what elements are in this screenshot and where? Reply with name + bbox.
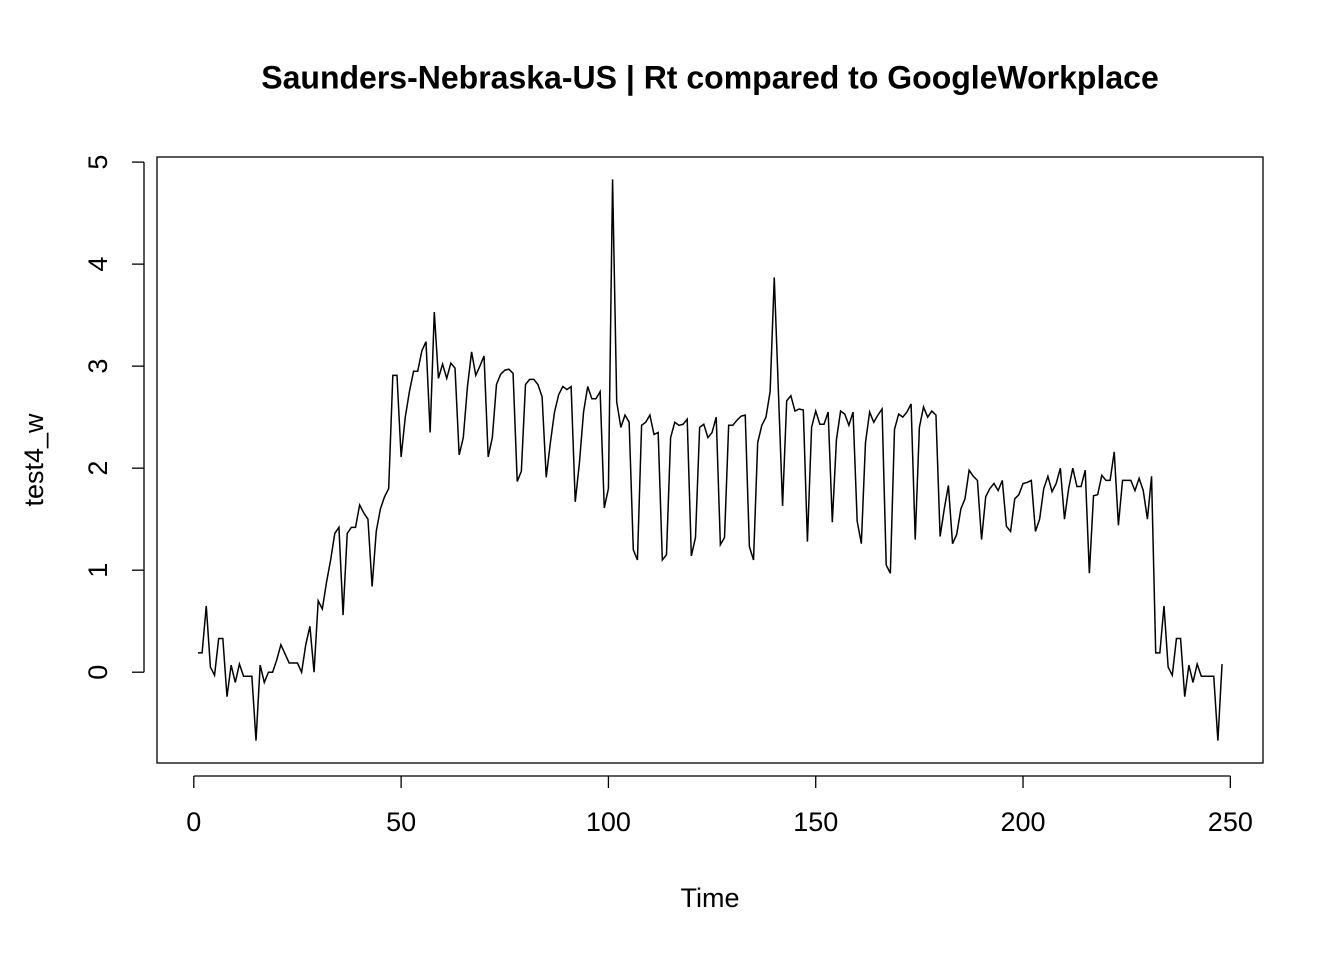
y-tick-label: 5 <box>83 155 113 170</box>
x-tick-label: 200 <box>1000 807 1045 837</box>
x-tick-label: 50 <box>386 807 416 837</box>
x-tick-label: 0 <box>186 807 201 837</box>
x-axis-label: Time <box>681 883 740 913</box>
x-tick-label: 250 <box>1208 807 1253 837</box>
y-tick-label: 1 <box>83 563 113 578</box>
y-tick-label: 3 <box>83 359 113 374</box>
y-tick-label: 2 <box>83 461 113 476</box>
x-tick-label: 150 <box>793 807 838 837</box>
y-tick-label: 4 <box>83 257 113 272</box>
plot-frame <box>156 156 1264 764</box>
y-axis-label: test4_w <box>19 413 49 507</box>
x-tick-label: 100 <box>586 807 631 837</box>
chart-title: Saunders-Nebraska-US | Rt compared to Go… <box>261 59 1158 95</box>
y-tick-label: 0 <box>83 665 113 680</box>
data-line <box>197 179 1223 741</box>
